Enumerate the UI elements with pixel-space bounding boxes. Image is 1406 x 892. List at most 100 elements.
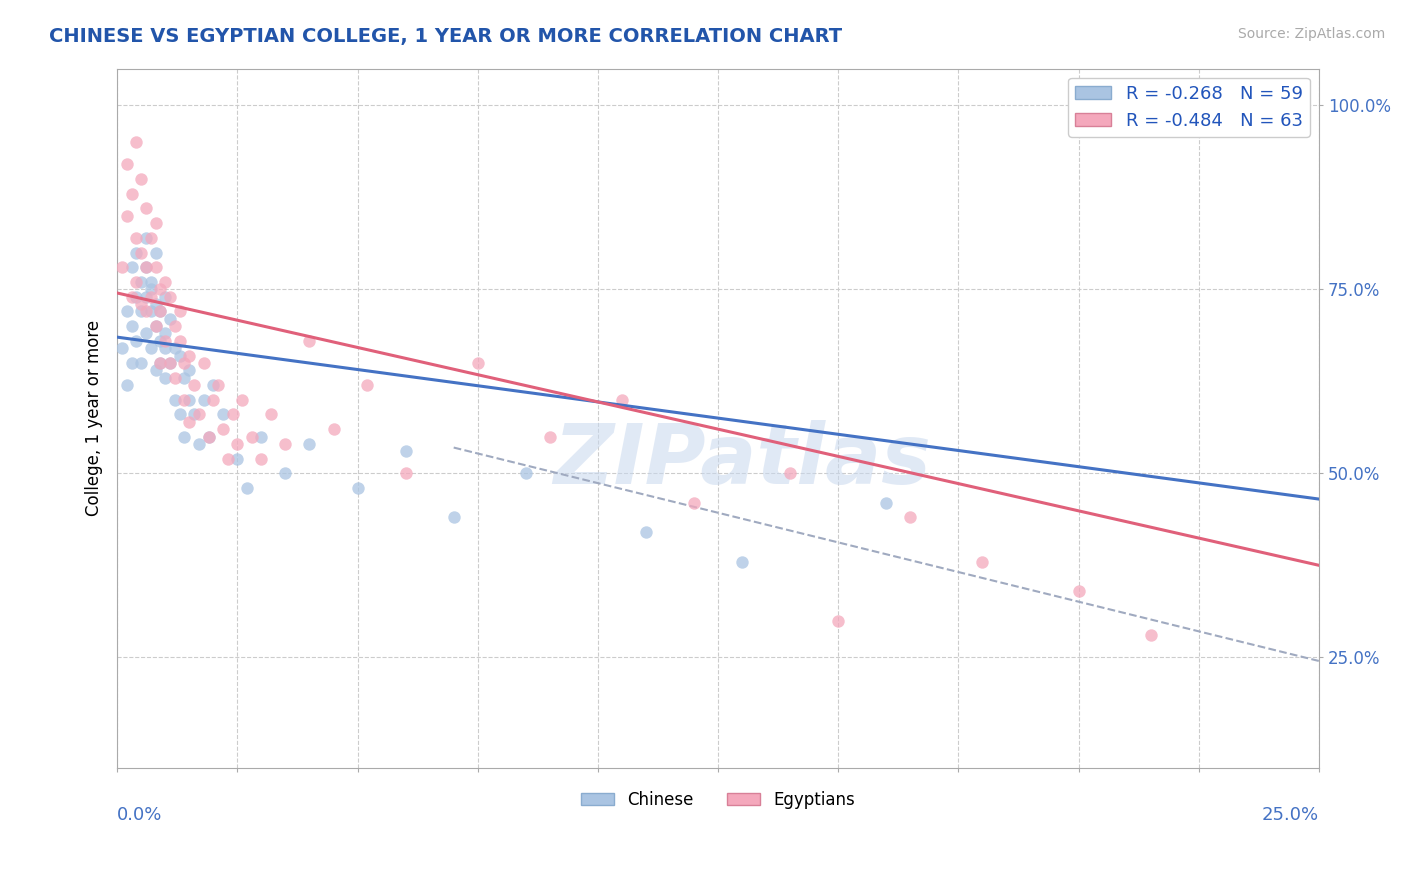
Point [217,451,239,466]
Point [515,467,537,481]
Point [173,356,195,370]
Point [169,334,191,348]
Point [149,356,172,370]
Point [135,260,157,275]
Point [394,444,416,458]
Point [145,216,167,230]
Text: 0.0%: 0.0% [117,806,163,824]
Text: CHINESE VS EGYPTIAN COLLEGE, 1 YEAR OR MORE CORRELATION CHART: CHINESE VS EGYPTIAN COLLEGE, 1 YEAR OR M… [49,27,842,45]
Point [155,326,177,341]
Point [346,481,368,495]
Point [145,245,167,260]
Point [207,378,229,392]
Point [121,319,143,334]
Point [443,510,465,524]
Point [183,378,205,392]
Y-axis label: College, 1 year or more: College, 1 year or more [86,320,103,516]
Point [139,341,162,355]
Point [173,370,195,384]
Point [121,356,143,370]
Point [111,260,134,275]
Point [467,356,489,370]
Point [121,290,143,304]
Point [139,290,162,304]
Point [169,408,191,422]
Point [155,370,177,384]
Point [129,304,152,318]
Point [179,415,201,429]
Point [159,290,181,304]
Point [129,297,152,311]
Point [125,135,148,149]
Text: 25.0%: 25.0% [1261,806,1319,824]
Text: Source: ZipAtlas.com: Source: ZipAtlas.com [1237,27,1385,41]
Point [159,356,181,370]
Point [139,275,162,289]
Point [173,429,195,443]
Point [129,356,152,370]
Point [212,422,235,436]
Point [212,408,235,422]
Point [169,304,191,318]
Point [155,334,177,348]
Point [731,555,754,569]
Point [129,172,152,186]
Point [179,349,201,363]
Point [125,290,148,304]
Point [322,422,344,436]
Point [169,349,191,363]
Point [149,304,172,318]
Point [145,363,167,377]
Point [193,356,215,370]
Point [356,378,378,392]
Point [394,467,416,481]
Point [115,304,138,318]
Point [183,408,205,422]
Point [274,437,297,451]
Point [111,341,134,355]
Point [187,437,209,451]
Point [135,326,157,341]
Point [250,429,273,443]
Point [634,525,657,540]
Point [135,290,157,304]
Point [240,429,263,443]
Point [260,408,283,422]
Point [135,231,157,245]
Point [972,555,994,569]
Point [155,341,177,355]
Point [125,245,148,260]
Legend: Chinese, Egyptians: Chinese, Egyptians [574,784,862,815]
Point [221,408,243,422]
Point [202,392,225,407]
Point [149,356,172,370]
Point [139,304,162,318]
Point [145,297,167,311]
Point [274,467,297,481]
Point [115,209,138,223]
Point [159,356,181,370]
Point [159,311,181,326]
Point [236,481,259,495]
Point [145,260,167,275]
Point [129,275,152,289]
Point [163,392,186,407]
Point [898,510,921,524]
Point [155,290,177,304]
Point [125,275,148,289]
Point [135,260,157,275]
Point [187,408,209,422]
Point [135,202,157,216]
Point [298,437,321,451]
Point [197,429,219,443]
Point [135,304,157,318]
Point [115,157,138,171]
Point [155,275,177,289]
Point [115,378,138,392]
Point [173,392,195,407]
Point [231,392,253,407]
Point [875,496,897,510]
Point [163,341,186,355]
Point [179,392,201,407]
Text: ZIPatlas: ZIPatlas [553,419,931,500]
